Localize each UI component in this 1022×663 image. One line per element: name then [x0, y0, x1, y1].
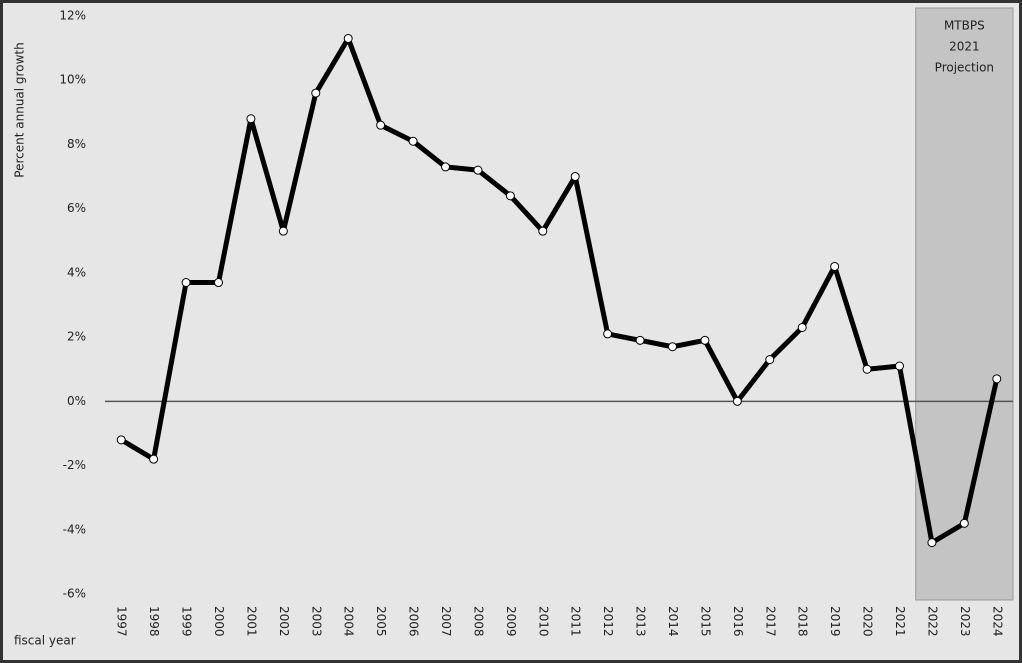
x-tick-label: 2016 [731, 606, 745, 637]
data-point [214, 278, 223, 288]
y-tick-label: -2% [63, 458, 86, 472]
data-point [376, 120, 386, 130]
data-point [116, 435, 126, 445]
x-tick-label: 2009 [504, 606, 518, 637]
x-tick-label: 2013 [634, 606, 648, 637]
x-tick-label: 2015 [698, 606, 712, 637]
data-point [473, 165, 483, 175]
x-tick-label: 2010 [536, 606, 550, 637]
annotation: 2021 [949, 40, 980, 54]
x-tick-label: 2006 [407, 606, 421, 637]
x-tick-label: 2023 [958, 606, 972, 637]
x-tick-label: 2019 [828, 606, 842, 637]
data-point [862, 364, 872, 374]
data-point [408, 136, 418, 146]
x-tick-label: 1997 [115, 606, 129, 637]
data-point [830, 261, 840, 271]
data-point [765, 355, 775, 365]
data-point [635, 335, 645, 345]
data-point [505, 191, 515, 201]
x-tick-label: 2008 [471, 606, 485, 637]
data-point [441, 162, 450, 172]
data-point [927, 538, 937, 548]
annotation: Projection [935, 61, 994, 75]
x-tick-label: 2014 [666, 606, 680, 637]
y-tick-label: 4% [67, 265, 86, 279]
y-tick-label: 8% [67, 137, 86, 151]
x-tick-label: 2022 [925, 606, 939, 637]
data-point [668, 342, 677, 352]
data-point [797, 322, 807, 332]
annotation: MTBPS [944, 19, 985, 33]
data-point [181, 278, 191, 288]
data-point [959, 518, 969, 528]
x-tick-label: 2007 [439, 606, 453, 637]
x-tick-label: 2011 [569, 606, 583, 637]
x-tick-label: 2001 [244, 606, 258, 637]
projection-shade [915, 7, 1014, 601]
data-point [538, 226, 548, 236]
x-tick-label: 2003 [309, 606, 323, 637]
x-tick-label: 2004 [342, 606, 356, 637]
x-tick-label: 2002 [277, 606, 291, 637]
x-axis-label: fiscal year [14, 634, 76, 648]
x-tick-label: 1998 [147, 606, 161, 637]
x-tick-label: 2024 [990, 606, 1004, 637]
data-point [895, 361, 904, 371]
y-tick-label: -4% [63, 522, 86, 536]
data-point [246, 114, 256, 124]
y-tick-label: 0% [67, 394, 86, 408]
y-tick-label: 12% [59, 9, 86, 23]
y-tick-label: 2% [67, 330, 86, 344]
data-line [119, 35, 1000, 546]
x-tick-label: 1999 [180, 606, 194, 637]
data-point [149, 454, 159, 464]
data-point [311, 88, 321, 98]
x-tick-label: 2005 [374, 606, 388, 637]
y-axis-label: Percent annual growth [13, 42, 27, 177]
x-tick-label: 2012 [601, 606, 615, 637]
data-point [278, 226, 288, 236]
y-tick-label: 10% [59, 73, 86, 87]
y-tick-label: -6% [63, 587, 86, 601]
x-tick-label: 2020 [861, 606, 875, 637]
data-point [700, 335, 710, 345]
x-tick-label: 2017 [763, 606, 777, 637]
data-point [343, 33, 353, 43]
y-tick-label: 6% [67, 201, 86, 215]
data-point [992, 374, 1002, 384]
x-tick-label: 2018 [796, 606, 810, 637]
x-tick-label: 2000 [212, 606, 226, 637]
x-tick-label: 2021 [893, 606, 907, 637]
data-point [603, 329, 613, 339]
data-point [570, 172, 580, 182]
data-point [732, 396, 742, 406]
